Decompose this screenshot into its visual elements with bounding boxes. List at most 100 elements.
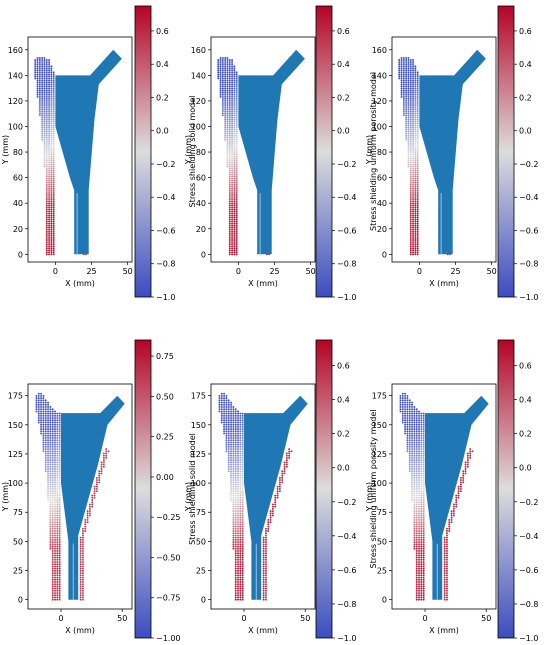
y-tick-label: 25 xyxy=(13,567,23,576)
stress-point xyxy=(231,249,234,252)
stress-point xyxy=(81,552,84,555)
stress-point xyxy=(409,208,412,211)
stress-point xyxy=(49,527,52,530)
stress-point xyxy=(38,81,41,84)
stress-point xyxy=(264,581,267,583)
stress-point xyxy=(239,549,242,552)
stress-point xyxy=(264,530,267,532)
stress-point xyxy=(464,463,467,466)
stress-point xyxy=(228,194,231,196)
stress-point xyxy=(445,543,448,546)
stress-point xyxy=(422,578,425,581)
stress-point xyxy=(237,428,239,431)
stress-point xyxy=(422,481,425,484)
stress-point xyxy=(40,394,43,397)
stress-point xyxy=(221,112,224,115)
stress-point xyxy=(239,459,242,462)
stress-point xyxy=(228,196,231,199)
stress-point xyxy=(443,589,446,592)
stress-point xyxy=(58,445,61,448)
stress-point xyxy=(56,516,59,519)
stress-point xyxy=(452,507,455,510)
stress-point xyxy=(226,83,229,86)
stress-point xyxy=(234,434,237,437)
stress-point xyxy=(52,134,55,137)
stress-point xyxy=(233,73,236,76)
stress-point xyxy=(420,583,423,586)
stress-point xyxy=(412,218,415,221)
stress-point xyxy=(49,534,52,537)
stress-point xyxy=(52,112,55,115)
stress-point xyxy=(233,136,236,139)
stress-point xyxy=(416,147,419,149)
stress-point xyxy=(231,230,234,233)
stress-point xyxy=(455,505,458,508)
stress-point xyxy=(415,547,418,550)
stress-point xyxy=(398,67,401,70)
stress-point xyxy=(241,459,244,462)
stress-point xyxy=(278,481,281,484)
stress-point xyxy=(86,510,89,513)
stress-point xyxy=(52,87,55,90)
stress-point xyxy=(232,459,235,462)
stress-point xyxy=(49,425,52,428)
stress-point xyxy=(231,83,234,86)
stress-point xyxy=(52,151,55,154)
colorbar-tick-label: 0.50 xyxy=(156,392,174,401)
stress-point xyxy=(41,89,44,92)
stress-point xyxy=(235,120,238,123)
stress-point xyxy=(88,512,91,515)
stress-point xyxy=(58,485,61,488)
stress-point xyxy=(239,523,242,526)
stress-point xyxy=(54,598,56,601)
stress-point xyxy=(416,136,419,139)
stress-point xyxy=(45,220,48,223)
stress-point xyxy=(422,441,425,444)
stress-point xyxy=(235,196,238,199)
stress-point xyxy=(54,576,56,579)
stress-point xyxy=(52,138,55,141)
stress-point xyxy=(41,91,44,94)
stress-point xyxy=(409,134,412,137)
colorbar-tick-label: −0.2 xyxy=(519,498,538,507)
y-tick-label: 150 xyxy=(8,421,23,430)
stress-point xyxy=(405,59,408,61)
stress-point xyxy=(422,463,425,466)
stress-point xyxy=(409,196,412,199)
stress-point xyxy=(420,425,423,428)
stress-point xyxy=(42,439,45,442)
stress-point xyxy=(34,63,37,66)
stress-point xyxy=(445,530,448,532)
stress-point xyxy=(399,394,402,397)
stress-point xyxy=(412,120,415,123)
stress-point xyxy=(226,102,229,104)
stress-point xyxy=(43,159,46,162)
stress-point xyxy=(443,596,446,599)
stress-point xyxy=(405,138,408,141)
stress-point xyxy=(41,57,44,59)
stress-point xyxy=(418,437,420,439)
stress-point xyxy=(415,485,418,488)
y-tick-label: 25 xyxy=(196,567,206,576)
stress-point xyxy=(264,534,267,537)
stress-point xyxy=(262,543,265,546)
stress-point xyxy=(455,494,458,497)
stress-point xyxy=(43,140,46,143)
stress-point xyxy=(58,474,61,477)
stress-point xyxy=(40,399,43,402)
stress-point xyxy=(404,430,407,433)
stress-point xyxy=(413,516,416,519)
stress-point xyxy=(45,196,48,199)
stress-point xyxy=(52,245,55,248)
stress-point xyxy=(34,67,37,70)
stress-point xyxy=(450,516,453,519)
stress-point xyxy=(271,505,274,508)
stress-point xyxy=(43,87,46,90)
stress-point xyxy=(219,63,222,66)
stress-point xyxy=(416,226,419,229)
stress-point xyxy=(443,547,446,550)
stress-point xyxy=(409,185,412,188)
stress-point xyxy=(43,163,46,166)
stress-point xyxy=(237,567,239,570)
stress-point xyxy=(81,585,84,588)
